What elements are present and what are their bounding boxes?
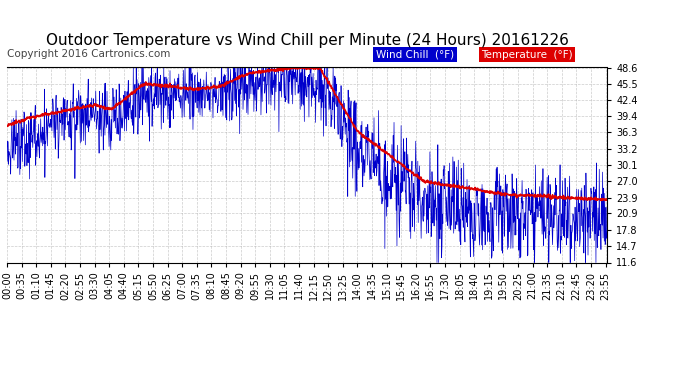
Text: Wind Chill  (°F): Wind Chill (°F) [376,50,454,60]
Text: Temperature  (°F): Temperature (°F) [481,50,573,60]
Title: Outdoor Temperature vs Wind Chill per Minute (24 Hours) 20161226: Outdoor Temperature vs Wind Chill per Mi… [46,33,569,48]
Text: Copyright 2016 Cartronics.com: Copyright 2016 Cartronics.com [7,49,170,59]
